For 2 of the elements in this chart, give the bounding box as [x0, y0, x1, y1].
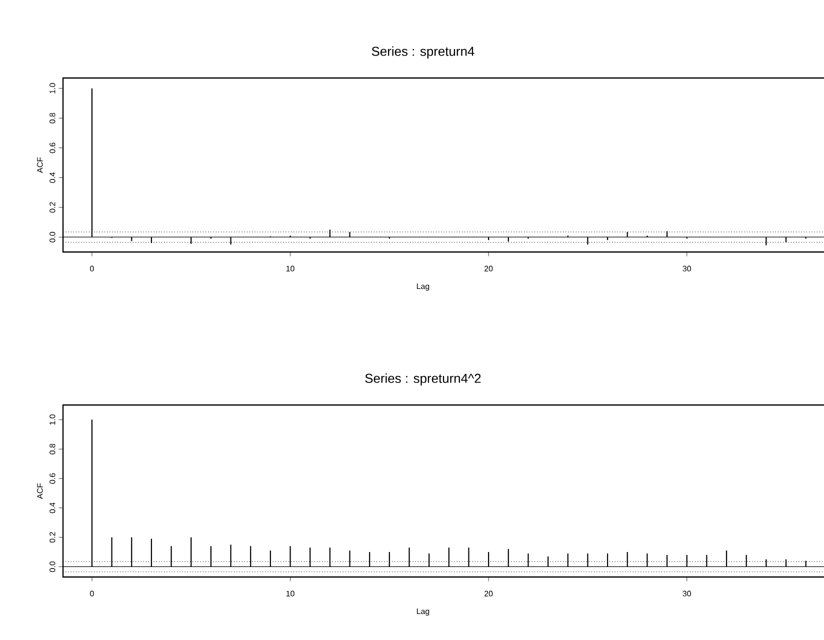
chart-title: Series : spreturn4^2	[365, 373, 481, 386]
chart-title: Series : spreturn4	[372, 46, 474, 58]
